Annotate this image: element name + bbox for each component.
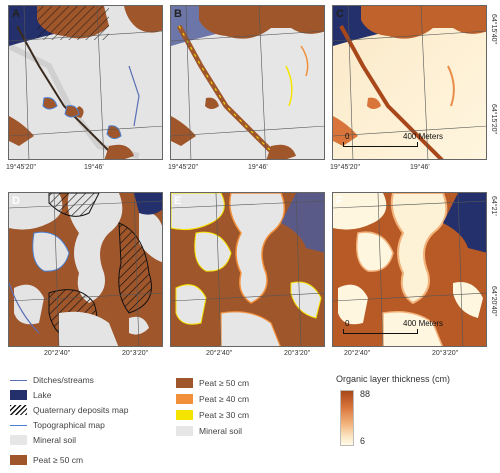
lon-label-bottom-right-f: 20°3'20"	[432, 350, 459, 357]
legend-mineral-label: Mineral soil	[33, 435, 76, 445]
legend-lake-label: Lake	[33, 390, 52, 400]
legend-topographical-label: Topographical map	[33, 420, 105, 430]
lon-label-bottom-right-e: 20°3'20"	[284, 350, 311, 357]
scale-label: 400 Meters	[403, 132, 444, 141]
legend-mineral-b-label: Mineral soil	[199, 426, 242, 436]
scale-bar-line	[343, 142, 418, 147]
scale-bar-line	[343, 329, 418, 334]
organic-thickness-ramp	[340, 390, 354, 446]
legend-peat-label: Peat ≥ 50 cm	[33, 455, 84, 465]
map-panel-e: E	[170, 192, 325, 347]
legend-peat40-label: Peat ≥ 40 cm	[199, 394, 250, 404]
hatch-swatch	[10, 405, 27, 415]
lon-label-top-right-c: 19°46'	[410, 164, 430, 171]
legend-ditches-label: Ditches/streams	[33, 375, 94, 385]
legend-peat50-label: Peat ≥ 50 cm	[199, 378, 250, 388]
panel-label: A	[12, 8, 20, 20]
legend-quaternary: Quaternary deposits map	[10, 403, 128, 417]
lon-label-top-left-b: 19°45'20"	[168, 164, 198, 171]
legend-mineral: Mineral soil	[10, 433, 76, 447]
panel-label: F	[336, 195, 343, 207]
legend-peat50: Peat ≥ 50 cm	[176, 376, 249, 390]
panel-label: C	[336, 8, 344, 20]
scale-zero: 0	[345, 132, 350, 141]
legend-quaternary-label: Quaternary deposits map	[33, 405, 129, 415]
lon-label-top-right-b: 19°46'	[248, 164, 268, 171]
scale-zero: 0	[345, 319, 350, 328]
lon-label-top-left-c: 19°45'20"	[330, 164, 360, 171]
lake-swatch	[10, 390, 27, 400]
lat-label-top-upper: 64°15'40"	[490, 14, 497, 44]
lat-label-bottom-lower: 64°20'40"	[490, 286, 497, 316]
map-panel-a: A	[8, 5, 163, 160]
map-panel-f: F 0 400 Meters	[332, 192, 487, 347]
peat50-swatch	[176, 378, 193, 388]
lon-label-top-right: 19°46'	[84, 164, 104, 171]
peat30-swatch	[176, 410, 193, 420]
legend-peat30: Peat ≥ 30 cm	[176, 408, 249, 422]
mineral-swatch	[176, 426, 193, 436]
legend-peat: Peat ≥ 50 cm	[10, 453, 83, 467]
panel-label: B	[174, 8, 182, 20]
topo-line-swatch	[10, 424, 27, 426]
ramp-max: 88	[360, 389, 371, 399]
map-panel-b: B	[170, 5, 325, 160]
lon-label-bottom-left-f: 20°2'40"	[344, 350, 371, 357]
legend-peat30-label: Peat ≥ 30 cm	[199, 410, 250, 420]
panel-label: E	[174, 195, 182, 207]
peat40-swatch	[176, 394, 193, 404]
lat-label-top-lower: 64°15'20"	[490, 104, 497, 134]
map-panel-c: C 0 400 Meters	[332, 5, 487, 160]
ramp-title: Organic layer thickness (cm)	[336, 374, 451, 384]
ditch-line-swatch	[10, 379, 27, 381]
legend-peat40: Peat ≥ 40 cm	[176, 392, 249, 406]
legend-ditches: Ditches/streams	[10, 373, 94, 387]
map-panel-d: D	[8, 192, 163, 347]
lon-label-top-left: 19°45'20"	[6, 164, 36, 171]
lon-label-bottom-left: 20°2'40"	[44, 350, 71, 357]
legend-mineral-b: Mineral soil	[176, 424, 242, 438]
peat-swatch	[10, 455, 27, 465]
scale-label: 400 Meters	[403, 319, 444, 328]
mineral-swatch	[10, 435, 27, 445]
lon-label-bottom-right: 20°3'20"	[122, 350, 149, 357]
ramp-min: 6	[360, 436, 366, 446]
panel-label: D	[12, 195, 20, 207]
legend-lake: Lake	[10, 388, 51, 402]
lon-label-bottom-left-e: 20°2'40"	[206, 350, 233, 357]
legend-topographical: Topographical map	[10, 418, 105, 432]
lat-label-bottom-upper: 64°21'	[490, 196, 497, 216]
